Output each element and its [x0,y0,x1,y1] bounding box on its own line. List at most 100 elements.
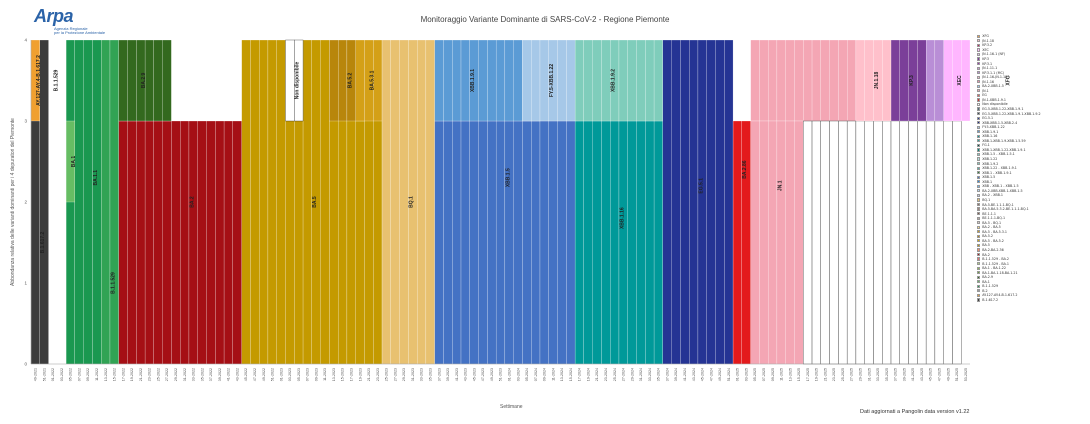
bar-data-label: XBB.1.9.1 [470,69,476,92]
legend-label: BA.5-BA.5.3.2-BE.1.1.1-BQ.1 [982,207,1029,212]
y-tick-label: 0 [24,362,27,367]
legend-item: BA.1 [977,280,1087,285]
x-tick-label: 51-2023 [499,368,503,381]
bar-segment [136,120,146,365]
legend-swatch [977,152,981,157]
bar-segment [750,39,760,122]
bar-segment [74,39,84,365]
legend-label: AY.127-AY.4-B.1.617.2 [982,293,1018,298]
bar-segment [92,39,102,365]
legend-swatch [977,289,981,293]
legend-item: FY.5-XBB.1.22 [977,125,1087,130]
legend-item: XBB.1 [977,180,1087,185]
legend-item: JN.1.16.1 (NF) [977,52,1087,57]
bar-segment [811,120,821,365]
x-tick-label: 49-2024 [718,368,722,381]
legend-item: FG.1 [977,143,1087,148]
bar-segment [759,120,769,365]
bar-segment [899,39,909,122]
x-tick-label: 53-2025 [964,368,968,381]
x-tick-label: 41-2025 [911,368,915,381]
bar-segment [531,120,541,365]
bar-segment [390,39,400,365]
bar-segment [653,120,663,365]
legend-label: EG.5-XBB.1.22-XBB.1.9.1-XBB.1.9.2 [982,111,1041,116]
bar-data-label: KP.3 [909,75,915,86]
bar-segment [820,39,830,122]
bar-segment [724,39,734,365]
legend-swatch [977,284,981,288]
legend-label: BA.2-BA.2.36 [982,247,1004,252]
bar-segment [785,39,795,122]
bar-segment [294,39,304,122]
bar-segment [162,120,172,365]
bar-segment [566,120,576,365]
x-tick-label: 37-2024 [665,368,669,381]
legend-label: EG.5.1 [982,116,994,121]
legend-item: BA.5 - BA.5.3.1 [977,230,1087,235]
bar-segment [829,39,839,122]
legend-swatch [977,166,981,170]
x-tick-label: 23-2025 [832,368,836,381]
legend-item: XBB.1.9.1 [977,129,1087,134]
x-tick-label: 25-2022 [156,368,160,381]
legend-item: BA.5.2 [977,234,1087,239]
bar-segment [803,39,813,122]
legend-item: JN.1.16-JN.1.18 [977,75,1087,80]
x-tick-label: 45-2023 [472,368,476,381]
legend-swatch [977,275,981,279]
legend-item: B.1.1.529 - BA.2 [977,257,1087,262]
x-tick-label: 31-2024 [639,368,643,381]
legend-label: XBB.1-XBB.1.9-XBB.1.5.59 [982,138,1026,143]
x-tick-label: 51-2022 [271,368,275,381]
bar-segment [645,120,655,365]
x-tick-label: 19-2022 [130,368,134,381]
x-tick-label: 49-2023 [490,368,494,381]
legend-label: JN.1-XBB.1.9.1 [982,97,1007,102]
legend-label: BA.2 [982,252,990,257]
x-tick-label: 27-2024 [622,368,626,381]
bar-segment [653,39,663,122]
legend-swatch [977,134,981,138]
legend-swatch [977,230,981,234]
bar-segment [557,39,567,122]
legend-item: XBB.1.5 [977,175,1087,180]
bar-segment [908,120,918,365]
x-tick-label: 51-2021 [42,368,46,381]
legend-label: BA.5.2 [982,234,993,239]
x-tick-label: 27-2022 [165,368,169,381]
bar-segment [592,120,602,365]
bar-segment [706,39,716,365]
logo-text: Arpa [34,6,74,26]
legend-swatch [977,262,981,266]
legend-item: XBB.1-XBB.1.22-XBB.1.9.1 [977,148,1087,153]
bar-segment [215,120,225,365]
y-tick-label: 1 [24,281,27,286]
x-tick-label: 33-2022 [192,368,196,381]
legend-label: BA.2.9 [982,275,993,280]
legend-swatch [977,43,981,47]
bar-segment [566,39,576,122]
legend-label: EG [982,93,987,98]
legend-item: JN.1-XBB.1.9.1 [977,98,1087,103]
legend-swatch [977,71,981,75]
bar-segment [934,39,944,122]
legend-item: KP.3 [977,57,1087,62]
x-tick-label: 23-2022 [148,368,152,381]
bar-segment [610,120,620,365]
legend-swatch [977,80,981,84]
legend: XFG JN.1.18 KP.3.2 XEC JN.1.16.1 (NF) KP.3 KP.… [977,34,1087,302]
x-tick-label: 47-2022 [253,368,257,381]
legend-label: JN.1.16 [982,79,995,84]
x-tick-label: 37-2022 [209,368,213,381]
legend-swatch [977,39,981,43]
bar-segment [838,120,848,365]
x-tick-label: 47-2024 [709,368,713,381]
bar-data-label: AY.127-AY.4-B.1.617.2 [36,55,42,106]
bar-data-label: Non disponibile [295,62,301,100]
bar-segment [171,120,181,365]
legend-label: B.2 [982,288,988,293]
chart-title: Monitoraggio Variante Dominante di SARS-… [420,15,670,24]
logo-subtitle-1: Agenzia Regionale [54,26,88,31]
